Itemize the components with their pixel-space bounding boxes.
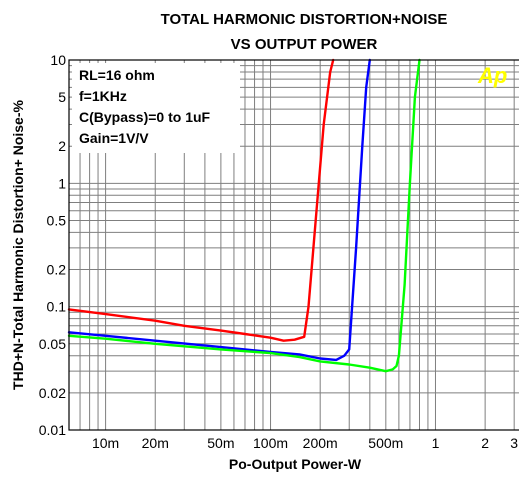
annotation-box	[72, 63, 240, 153]
x-tick-label: 3	[510, 435, 518, 451]
y-tick-label: 0.2	[47, 262, 67, 278]
series-line-3	[67, 58, 421, 373]
x-tick-labels: 10m 20m 50m 100m 200m 500m 1 2 3	[92, 435, 518, 451]
y-axis-title: THD+N-Total Harmonic Distortion+ Noise-%	[10, 100, 26, 390]
annotation-bypass: C(Bypass)=0 to 1uF	[79, 109, 211, 125]
y-tick-label: 0.05	[39, 336, 66, 352]
x-tick-label: 500m	[368, 435, 403, 451]
annotation-frequency: f=1KHz	[79, 88, 127, 104]
y-tick-label: 0.5	[47, 212, 67, 228]
y-tick-labels: 0.01 0.02 0.05 0.1 0.2 0.5 1 2 5 10	[39, 52, 66, 438]
chart-subtitle: VS OUTPUT POWER	[231, 36, 378, 53]
x-tick-label: 10m	[92, 435, 119, 451]
plot-frame	[68, 59, 519, 431]
series-layer	[67, 58, 421, 373]
chart-title: TOTAL HARMONIC DISTORTION+NOISE	[161, 11, 448, 28]
series-line-1	[67, 58, 335, 342]
y-tick-label: 1	[58, 175, 66, 191]
annotation-load: RL=16 ohm	[79, 67, 155, 83]
ap-logo: Ap	[477, 63, 507, 88]
x-tick-label: 20m	[142, 435, 169, 451]
x-tick-label: 2	[481, 435, 489, 451]
x-tick-label: 100m	[253, 435, 288, 451]
annotation-gain: Gain=1V/V	[79, 130, 149, 146]
y-tick-label: 5	[58, 89, 66, 105]
x-tick-label: 1	[432, 435, 440, 451]
x-tick-label: 200m	[303, 435, 338, 451]
series-line-2	[67, 58, 371, 362]
y-tick-label: 0.02	[39, 385, 66, 401]
y-tick-label: 2	[58, 138, 66, 154]
x-tick-label: 50m	[207, 435, 234, 451]
y-tick-label: 10	[50, 52, 66, 68]
x-axis-title: Po-Output Power-W	[229, 456, 362, 472]
y-tick-label: 0.01	[39, 422, 66, 438]
y-tick-label: 0.1	[47, 299, 67, 315]
